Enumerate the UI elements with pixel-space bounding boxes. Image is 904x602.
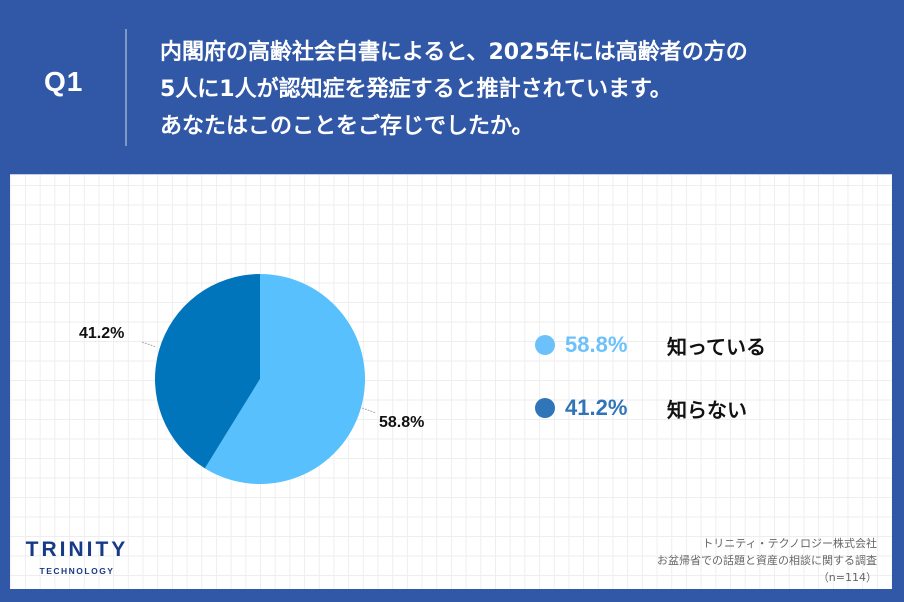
legend-dot-icon [535,398,555,418]
legend-label: 知っている [667,334,766,359]
legend-pct: 58.8% [565,332,628,357]
legend-dot-icon [535,335,555,355]
question-text: 内閣府の高齢社会白書によると、2025年には高齢者の方の 5人に1人が認知症を発… [160,34,748,145]
legend-item-unknown: 41.2% 知らない [535,393,766,423]
logo-subtitle: TECHNOLOGY [39,566,115,576]
question-number: Q1 [44,66,84,97]
question-line-3: あなたはこのことをご存じでしたか。 [160,114,534,139]
pie-slice-unknown [155,274,260,469]
source-note: トリニティ・テクノロジー株式会社 お盆帰省での話題と資産の相談に関する調査 （n… [657,535,877,586]
pie-label-known: 58.8% [379,414,425,431]
header-divider [125,29,127,146]
source-sample-size: （n=114） [817,571,877,584]
company-logo: TRINITY TECHNOLOGY [22,538,132,576]
bottom-bar [0,589,904,602]
legend-item-known: 58.8% 知っている [535,330,766,360]
source-company: トリニティ・テクノロジー株式会社 [702,537,877,550]
logo-wordmark: TRINITY [25,538,129,561]
pie-chart [155,274,365,484]
pie-slice-known [204,274,365,484]
legend-pct: 41.2% [565,395,628,420]
legend: 58.8% 知っている 41.2% 知らない [535,330,766,456]
chart-panel: 41.2% 58.8% 58.8% 知っている 41.2% 知らない TRINI… [10,174,892,589]
question-line-2: 5人に1人が認知症を発症すると推計されています。 [160,77,672,102]
legend-label: 知らない [667,397,747,422]
source-survey: お盆帰省での話題と資産の相談に関する調査 [657,554,877,567]
pie-label-unknown: 41.2% [79,325,125,342]
leader-line-known [361,407,377,414]
question-header: Q1 内閣府の高齢社会白書によると、2025年には高齢者の方の 5人に1人が認知… [0,0,904,174]
leader-line-unknown [141,341,157,348]
pie-chart-svg [155,274,365,484]
question-line-1: 内閣府の高齢社会白書によると、2025年には高齢者の方の [160,40,748,65]
